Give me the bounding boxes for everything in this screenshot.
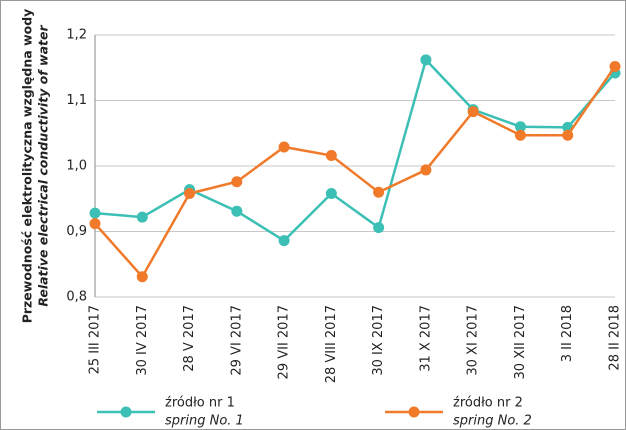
series-line [94,65,617,279]
x-tick-label: 29 VII 2017 [277,305,292,379]
y-axis-label: Przewodność elektrolityczna względna wod… [20,9,35,324]
point [136,211,148,223]
point [420,164,432,176]
point [231,205,243,217]
x-tick-label: 25 III 2017 [88,305,103,374]
y-tick-label: 0,9 [66,224,87,239]
point [514,121,526,133]
point [136,271,148,283]
point [89,218,101,230]
y-tick-label: 1,2 [66,28,87,43]
x-tick-label: 30 XII 2017 [513,305,528,379]
y-axis-label-en: Relative electrical conductivity of wate… [36,25,51,307]
x-tick-label: 30 IX 2017 [371,305,386,376]
x-tick-label: 3 II 2018 [560,305,575,362]
legend-marker [408,406,420,418]
y-tick-label: 1,1 [66,93,87,108]
point [231,176,243,188]
legend-marker [120,406,132,418]
x-tick-label: 31 X 2017 [418,305,433,372]
x-tick-label: 30 XI 2017 [466,305,481,376]
point [184,188,196,200]
x-tick-label: 28 V 2017 [182,305,197,372]
point [89,207,101,219]
x-tick-label: 30 IV 2017 [135,305,150,376]
point [278,141,290,153]
point [562,129,574,141]
point [467,106,479,118]
legend-label-en: spring No. 2 [453,414,532,429]
point [373,186,385,198]
y-tick-label: 0,8 [66,290,87,305]
x-tick-label: 28 II 2018 [608,305,623,371]
y-tick-label: 1,0 [66,159,87,174]
legend-label: źródło nr 1 [165,396,235,411]
point [514,129,526,141]
legend-label: źródło nr 2 [453,396,523,411]
point [609,60,621,72]
point [278,235,290,247]
point [373,222,385,234]
point [325,150,337,162]
point [325,188,337,200]
point [420,54,432,66]
x-tick-label: 28 VIII 2017 [324,305,339,383]
legend-label-en: spring No. 1 [165,414,244,429]
series-line [94,57,616,243]
x-tick-label: 29 VI 2017 [229,305,244,376]
